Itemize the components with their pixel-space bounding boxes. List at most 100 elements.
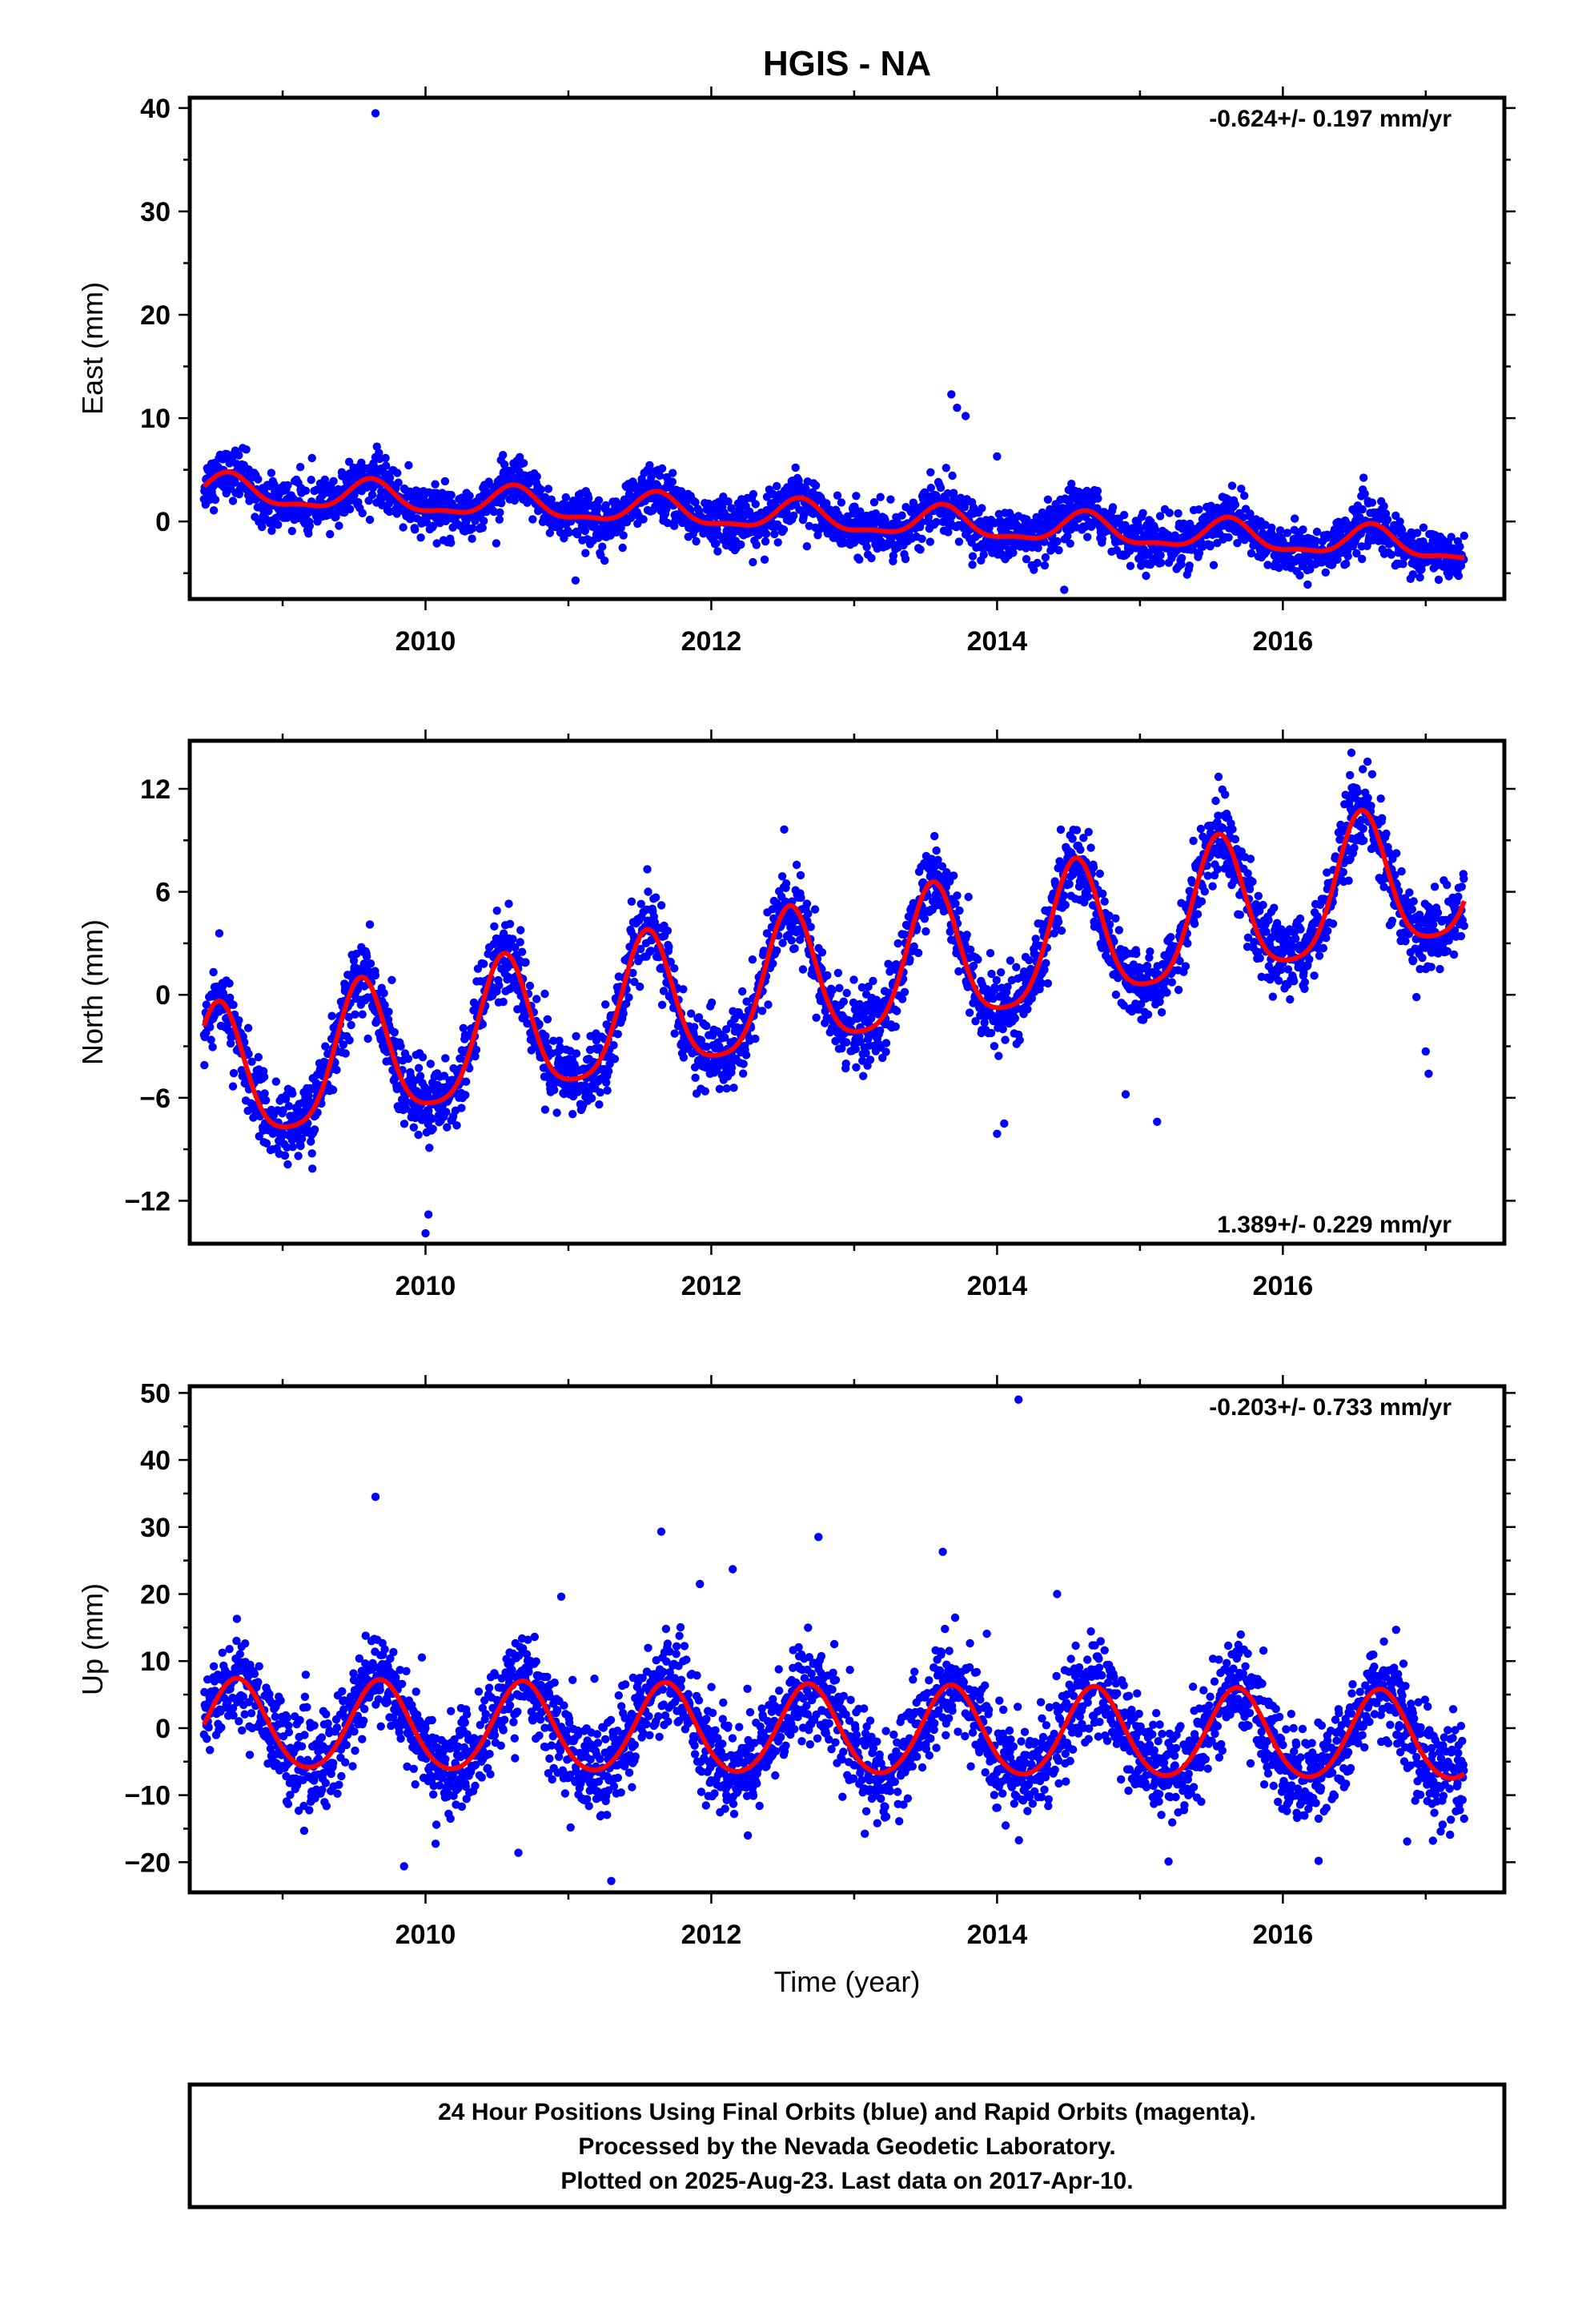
east-point xyxy=(393,468,402,477)
east-point xyxy=(1066,539,1074,548)
north-point xyxy=(722,1084,731,1093)
east-outlier-point xyxy=(961,412,970,420)
north-point xyxy=(757,1007,767,1015)
north-point xyxy=(587,1094,596,1103)
east-point xyxy=(618,543,627,553)
east-point xyxy=(657,464,667,473)
east-point xyxy=(760,555,769,564)
east-point xyxy=(1231,500,1240,509)
east-point xyxy=(1086,522,1096,531)
east-point xyxy=(761,537,770,546)
east-point xyxy=(254,475,263,484)
north-point xyxy=(1015,1035,1024,1045)
east-point xyxy=(283,480,292,490)
east-point xyxy=(1185,561,1194,570)
north-point xyxy=(416,1072,425,1080)
north-point xyxy=(1006,956,1015,965)
east-point xyxy=(926,468,935,476)
north-point xyxy=(516,926,525,935)
north-point xyxy=(951,899,960,908)
east-point xyxy=(1447,533,1456,541)
north-point xyxy=(254,1052,263,1062)
east-point xyxy=(691,498,700,507)
north-point xyxy=(665,943,673,951)
north-point xyxy=(414,1130,423,1140)
east-point xyxy=(326,529,335,539)
north-point xyxy=(495,981,504,990)
east-point xyxy=(1387,550,1396,559)
east-x-tick-label: 2016 xyxy=(1253,626,1314,657)
north-point xyxy=(852,1063,861,1072)
north-point xyxy=(310,1125,319,1134)
east-point xyxy=(897,511,906,520)
north-point xyxy=(1010,1014,1020,1023)
east-point xyxy=(855,555,864,564)
north-point xyxy=(452,1121,461,1130)
east-point xyxy=(440,476,450,486)
east-point xyxy=(1063,532,1072,541)
north-point xyxy=(362,952,371,961)
east-point xyxy=(968,552,978,561)
north-point xyxy=(679,985,688,994)
east-point xyxy=(791,463,800,472)
north-point xyxy=(596,1088,604,1097)
east-point xyxy=(287,526,296,536)
north-point xyxy=(461,1091,470,1100)
east-point xyxy=(411,525,420,534)
east-outlier-point xyxy=(947,390,956,399)
east-point xyxy=(394,478,403,487)
north-point xyxy=(900,987,909,997)
north-point xyxy=(418,1052,428,1062)
east-point xyxy=(496,508,504,517)
east-point xyxy=(886,495,895,504)
east-point xyxy=(862,542,871,552)
east-point xyxy=(944,528,953,537)
north-point xyxy=(1023,1005,1032,1014)
north-point xyxy=(656,901,666,910)
east-point xyxy=(1209,561,1219,569)
north-point xyxy=(627,897,636,907)
north-point xyxy=(817,948,827,957)
east-point xyxy=(1150,525,1159,533)
east-point xyxy=(724,497,733,506)
east-point xyxy=(1275,526,1285,535)
east-point xyxy=(1054,545,1063,555)
north-point xyxy=(881,1039,891,1047)
east-point xyxy=(1240,491,1249,501)
east-point xyxy=(516,452,524,461)
east-point xyxy=(270,480,279,489)
east-point xyxy=(852,492,861,501)
north-point xyxy=(247,1057,256,1067)
east-point xyxy=(1359,473,1368,482)
east-point xyxy=(713,547,722,556)
north-point xyxy=(283,1160,292,1169)
east-point xyxy=(639,515,648,524)
north-point xyxy=(540,1105,550,1114)
north-point xyxy=(802,899,812,908)
north-point xyxy=(313,1108,322,1117)
east-point xyxy=(663,518,673,528)
east-point xyxy=(500,460,509,469)
north-point xyxy=(729,1084,738,1092)
north-point xyxy=(790,944,799,953)
east-point xyxy=(749,489,758,499)
north-point xyxy=(426,1059,435,1068)
north-point xyxy=(229,1068,239,1078)
east-point xyxy=(837,498,846,507)
north-point xyxy=(1001,1035,1010,1044)
north-point xyxy=(1068,834,1077,843)
north-point xyxy=(341,1049,350,1058)
north-point xyxy=(540,989,549,999)
north-point xyxy=(226,1039,235,1048)
east-point xyxy=(1093,486,1102,496)
east-point xyxy=(564,528,573,537)
east-point xyxy=(805,521,813,530)
east-point xyxy=(1395,517,1404,526)
east-point xyxy=(979,550,988,559)
east-point xyxy=(584,493,593,503)
east-point xyxy=(304,529,313,538)
north-point xyxy=(307,1149,316,1158)
east-point xyxy=(305,521,314,530)
east-y-tick-label: 20 xyxy=(140,300,171,331)
east-point xyxy=(404,460,413,470)
